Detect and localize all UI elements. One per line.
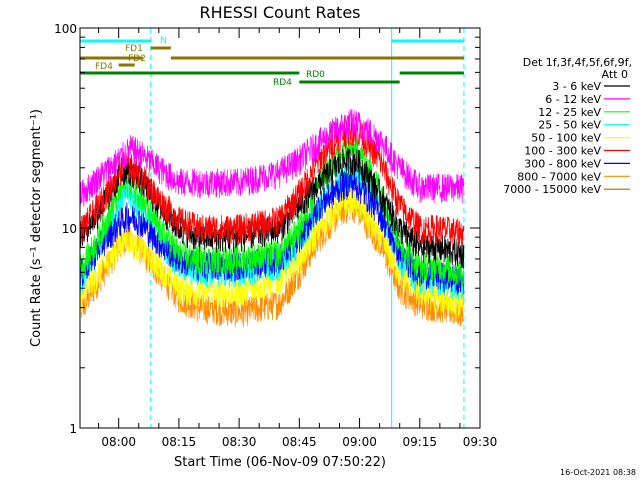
y-tick-label-2: 100 [54,22,77,36]
state-bar-label-rd4: RD4 [273,78,292,88]
x-tick-label-2: 08:30 [222,435,257,449]
x-axis-label: Start Time (06-Nov-09 07:50:22) [174,455,386,470]
legend: Det 1f,3f,4f,5f,6f,9f, Att 0 3 - 6 keV6 … [503,56,632,196]
legend-label-100-300-keV: 100 - 300 keV [524,145,601,158]
timestamp: 16-Oct-2021 08:38 [560,468,636,477]
chart-title: RHESSI Count Rates [200,3,361,22]
y-axis-ticks: 1 10 100 [54,22,480,436]
state-bar-label-fd4: FD4 [95,62,113,72]
state-bar-label-fd2: FD2 [128,54,146,64]
legend-label-7000-15000-keV: 7000 - 15000 keV [503,183,601,196]
state-bar-label-n: N [160,36,167,46]
legend-label-12-25-keV: 12 - 25 keV [538,106,601,119]
x-tick-label-4: 09:00 [342,435,377,449]
legend-header-line2: Att 0 [602,68,628,81]
legend-label-50-100-keV: 50 - 100 keV [531,132,601,145]
x-tick-label-5: 09:15 [402,435,437,449]
x-tick-label-1: 08:15 [162,435,197,449]
legend-label-300-800-keV: 300 - 800 keV [524,157,601,170]
y-axis-label: Count Rate (s⁻¹ detector segment⁻¹) [29,109,44,347]
x-axis-ticks: 08:00 08:15 08:30 08:45 09:00 09:15 09:30 [98,28,498,449]
legend-label-6-12-keV: 6 - 12 keV [545,93,601,106]
series-line-100-300-keV [79,117,465,249]
series-line-50-100-keV [79,185,465,320]
series-line-6-12-keV [79,109,465,207]
state-bar-label-fd1: FD1 [125,44,143,54]
series-lines [79,109,465,328]
x-tick-label-6: 09:30 [463,435,498,449]
legend-label-800-7000-keV: 800 - 7000 keV [517,170,601,183]
legend-label-3-6-keV: 3 - 6 keV [552,80,601,93]
legend-label-25-50-keV: 25 - 50 keV [538,119,601,132]
x-tick-label-0: 08:00 [101,435,136,449]
series-line-12-25-keV [79,135,465,288]
y-tick-label-1: 10 [62,222,77,236]
legend-header-line1: Det 1f,3f,4f,5f,6f,9f, [523,56,632,69]
state-bar-label-rd0: RD0 [306,70,325,80]
x-tick-label-3: 08:45 [282,435,317,449]
y-tick-label-0: 1 [69,422,77,436]
